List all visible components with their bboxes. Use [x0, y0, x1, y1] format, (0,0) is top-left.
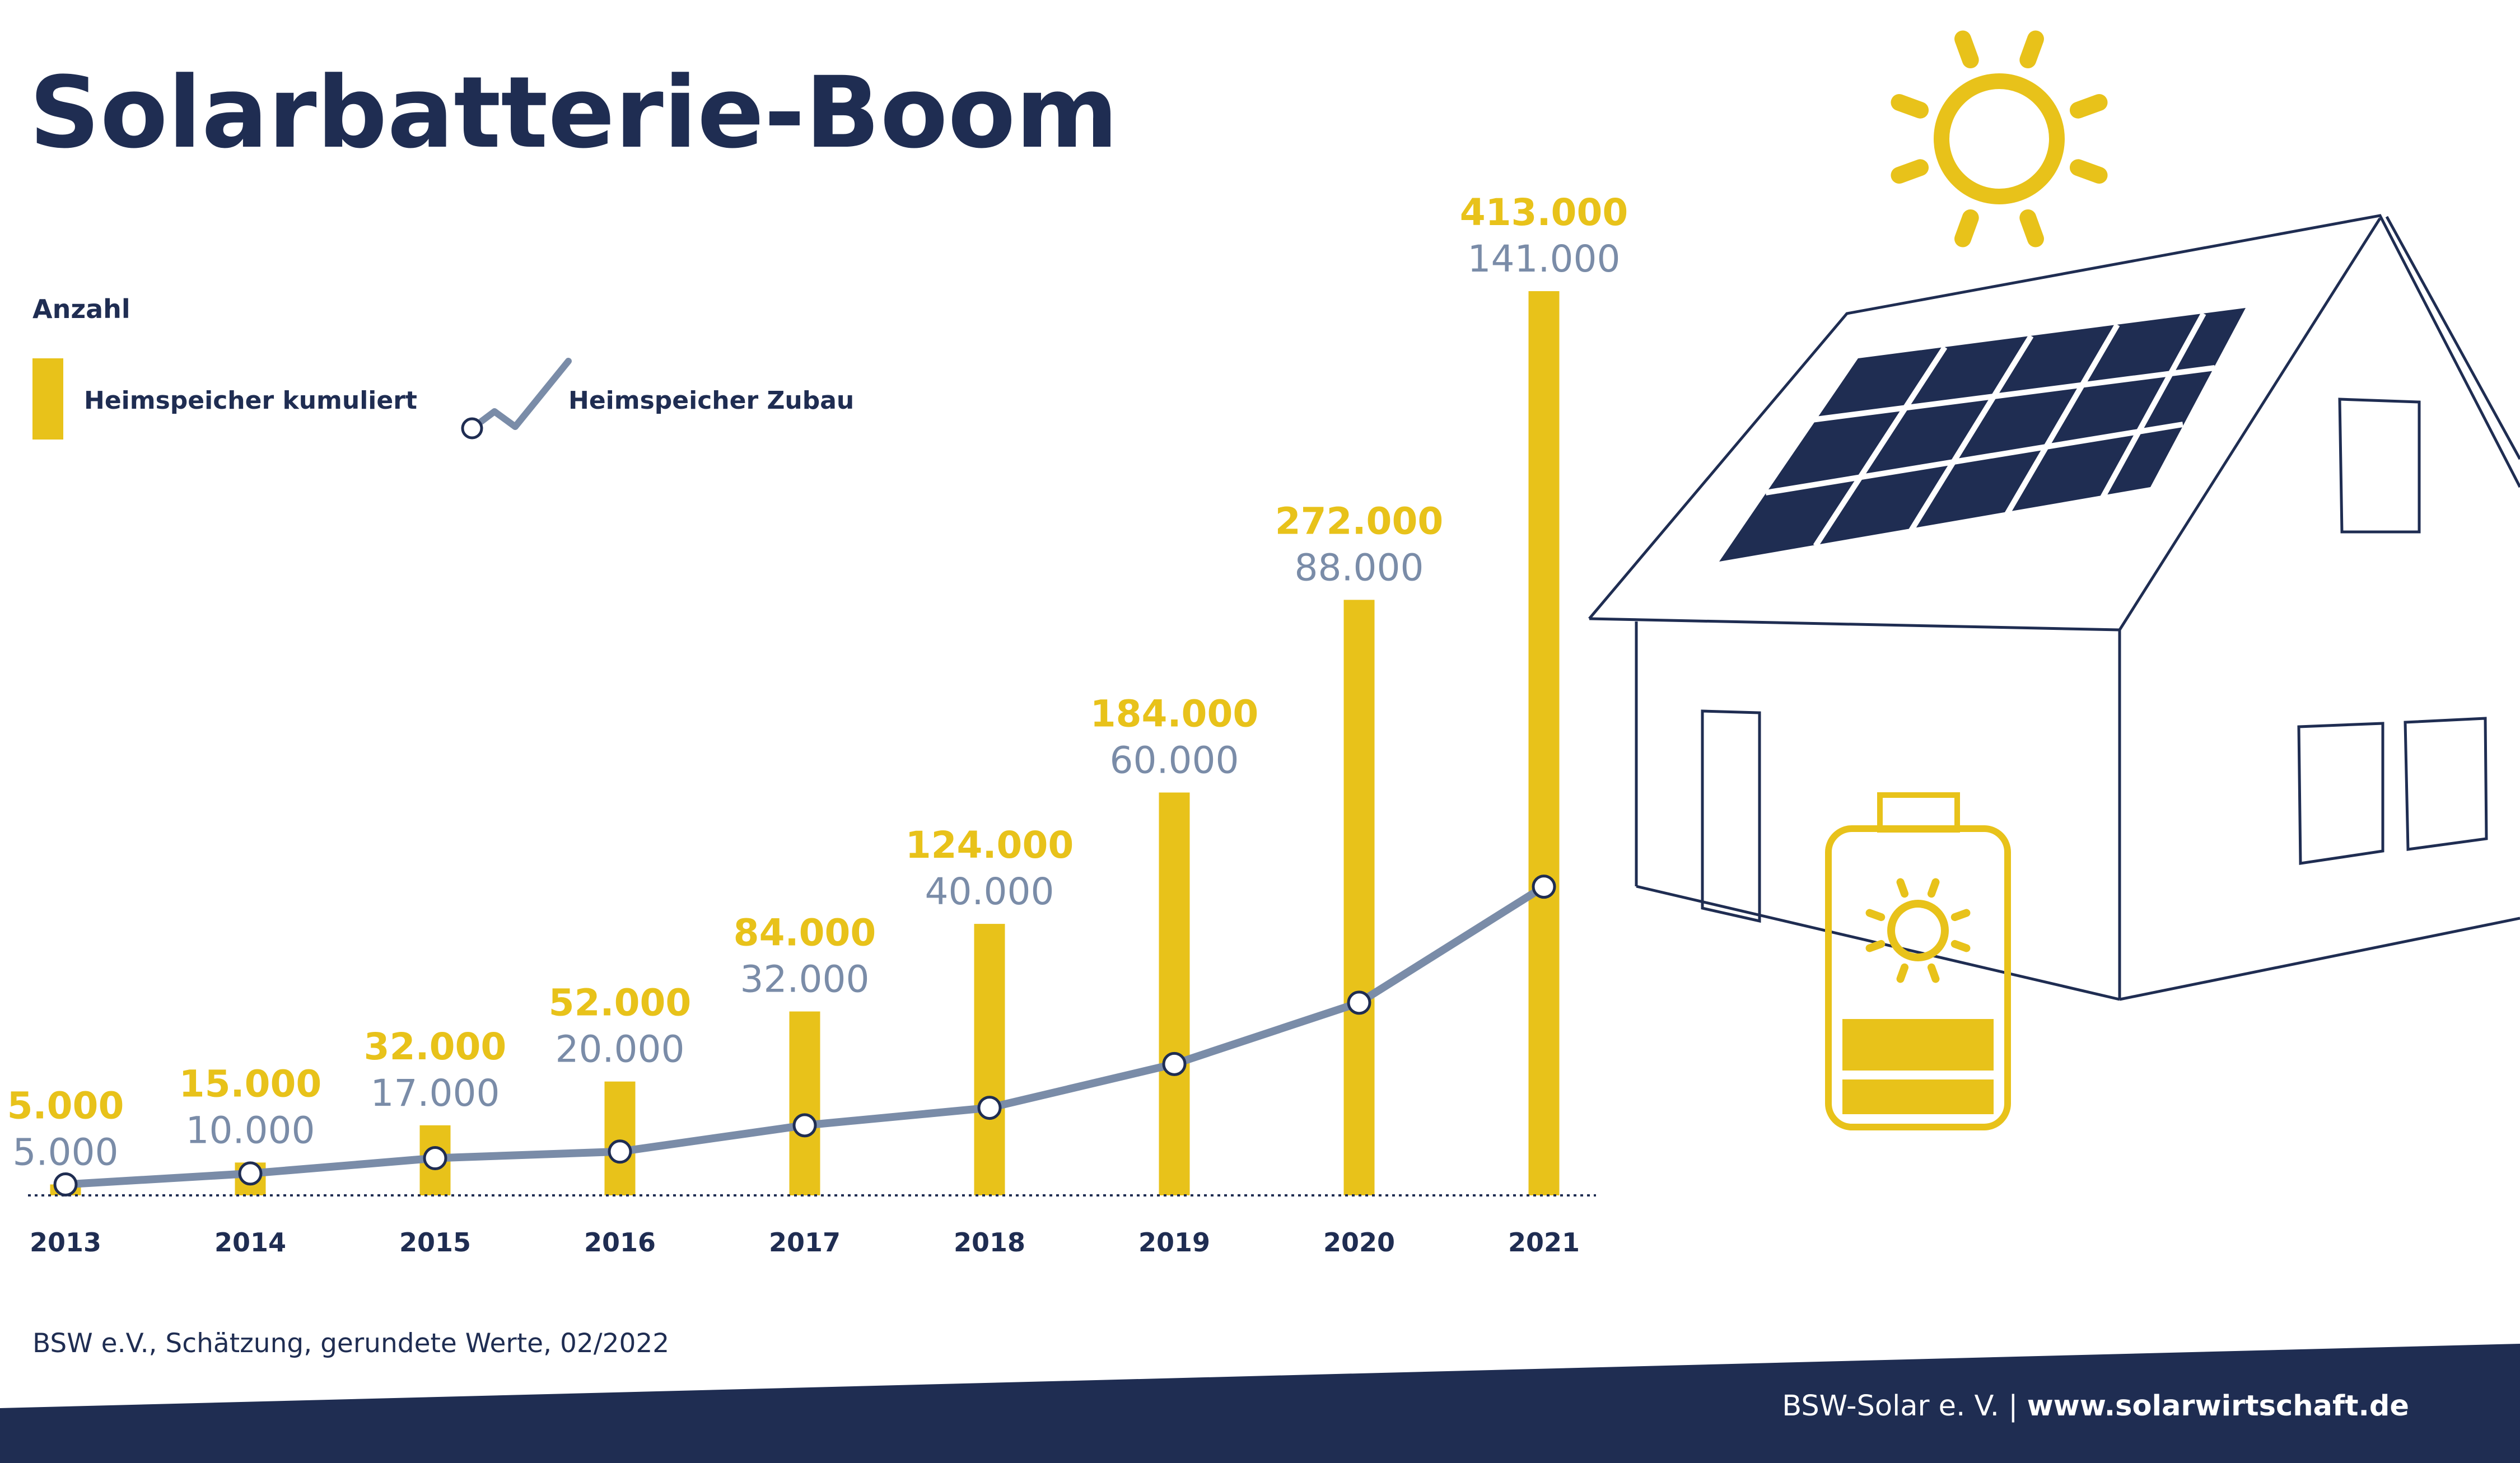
x-tick-label: 2016: [584, 1227, 656, 1258]
x-tick-label: 2015: [399, 1227, 471, 1258]
footer-text: BSW-Solar e. V. | www.solarwirtschaft.de: [1782, 1390, 2409, 1423]
bar-kumuliert-2018: [974, 924, 1005, 1195]
x-tick-label: 2013: [30, 1227, 101, 1258]
zubau-point-2016: [608, 1139, 632, 1164]
solar-panel-icon: [1719, 308, 2246, 562]
zubau-point-2013: [53, 1172, 78, 1196]
bars-group: [50, 291, 1560, 1195]
battery-icon: [1825, 792, 2011, 1130]
x-tick-label: 2018: [954, 1227, 1025, 1258]
value-label-kumuliert: 5.000: [7, 1084, 124, 1127]
value-label-zubau: 10.000: [186, 1109, 315, 1152]
value-label-kumuliert: 15.000: [179, 1062, 322, 1105]
value-label-kumuliert: 84.000: [734, 912, 876, 955]
value-label-zubau: 17.000: [371, 1072, 500, 1115]
footer-band: [0, 1344, 2520, 1463]
bar-kumuliert-2016: [604, 1081, 636, 1195]
zubau-point-2014: [238, 1161, 263, 1186]
value-label-kumuliert: 124.000: [906, 824, 1074, 867]
value-label-zubau: 5.000: [13, 1130, 119, 1174]
footer-org: BSW-Solar e. V. |: [1782, 1390, 2018, 1423]
value-label-kumuliert: 52.000: [549, 981, 692, 1025]
value-label-zubau: 141.000: [1468, 237, 1621, 281]
bar-kumuliert-2020: [1343, 600, 1375, 1195]
zubau-point-2020: [1347, 990, 1371, 1015]
value-label-zubau: 40.000: [925, 870, 1054, 913]
house-icon: [1588, 214, 2520, 1001]
unit-label: Anzahl: [32, 294, 130, 324]
zubau-line-group: [53, 875, 1556, 1196]
x-tick-label: 2020: [1323, 1227, 1395, 1258]
value-label-kumuliert: 272.000: [1275, 499, 1444, 543]
x-tick-labels-group: 2013 2014 2015 2016 2017 2018 2019 2020 2021: [30, 1227, 1580, 1258]
value-labels-group: 5.0005.00015.00010.00032.00017.00052.000…: [7, 191, 1628, 1174]
source-note: BSW e.V., Schätzung, gerundete Werte, 02…: [32, 1328, 669, 1359]
value-label-kumuliert: 32.000: [364, 1025, 507, 1068]
legend-label-zubau: Heimspeicher Zubau: [568, 386, 854, 415]
zubau-point-2017: [792, 1113, 817, 1138]
x-tick-label: 2021: [1508, 1227, 1580, 1258]
legend-label-kumuliert: Heimspeicher kumuliert: [84, 386, 417, 415]
bar-kumuliert-2017: [789, 1011, 820, 1195]
bar-kumuliert-2021: [1528, 291, 1560, 1195]
value-label-zubau: 60.000: [1110, 738, 1239, 782]
zubau-point-2021: [1532, 875, 1556, 899]
footer-url: www.solarwirtschaft.de: [2027, 1390, 2409, 1423]
value-label-zubau: 32.000: [740, 958, 870, 1001]
bar-kumuliert-2019: [1159, 792, 1190, 1195]
value-label-zubau: 88.000: [1295, 546, 1424, 589]
value-label-kumuliert: 413.000: [1460, 191, 1628, 234]
legend-bar-swatch: [32, 358, 63, 440]
zubau-point-2019: [1162, 1051, 1187, 1076]
sun-icon: [1891, 30, 2108, 247]
zubau-point-2015: [423, 1146, 447, 1171]
value-label-kumuliert: 184.000: [1090, 692, 1259, 735]
x-tick-label: 2017: [769, 1227, 841, 1258]
legend-line-swatch: [461, 358, 572, 440]
value-label-zubau: 20.000: [556, 1028, 685, 1071]
x-tick-label: 2019: [1138, 1227, 1210, 1258]
x-tick-label: 2014: [214, 1227, 286, 1258]
page-title: Solarbatterie-Boom: [29, 55, 1118, 170]
zubau-point-2018: [977, 1096, 1002, 1120]
